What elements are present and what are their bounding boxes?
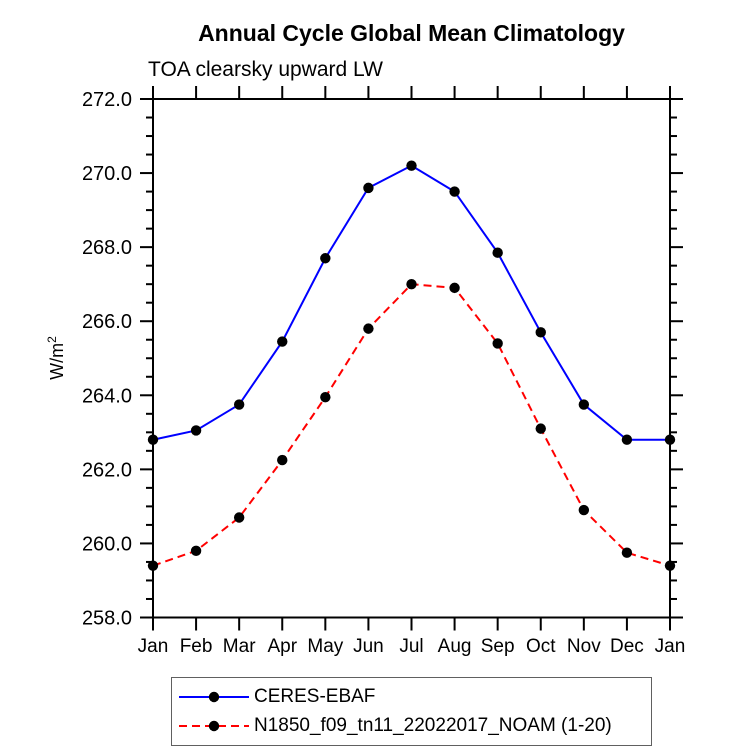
legend-line-sample-solid [179, 691, 249, 703]
svg-text:Apr: Apr [267, 636, 297, 657]
svg-text:May: May [307, 636, 343, 657]
svg-text:272.0: 272.0 [82, 89, 132, 111]
legend-line-sample-dashed [179, 720, 249, 732]
svg-text:Jul: Jul [399, 636, 423, 657]
svg-text:Jan: Jan [655, 636, 686, 657]
svg-text:Sep: Sep [481, 636, 515, 657]
svg-text:270.0: 270.0 [82, 163, 132, 185]
svg-text:Dec: Dec [610, 636, 644, 657]
legend-label: CERES-EBAF [254, 686, 376, 707]
svg-text:Jan: Jan [138, 636, 169, 657]
svg-text:258.0: 258.0 [82, 608, 132, 630]
legend-item-ceres-ebaf: CERES-EBAF [176, 686, 651, 707]
svg-text:260.0: 260.0 [82, 533, 132, 555]
legend: CERES-EBAF N1850_f09_tn11_22022017_NOAM … [171, 677, 652, 746]
svg-text:262.0: 262.0 [82, 459, 132, 481]
svg-text:Aug: Aug [438, 636, 472, 657]
svg-text:Jun: Jun [353, 636, 384, 657]
svg-text:Feb: Feb [180, 636, 213, 657]
svg-text:Nov: Nov [567, 636, 601, 657]
chart-subtitle: TOA clearsky upward LW [148, 58, 383, 81]
chart-title: Annual Cycle Global Mean Climatology [198, 20, 625, 46]
legend-item-n1850-noam: N1850_f09_tn11_22022017_NOAM (1-20) [176, 715, 651, 736]
svg-text:Mar: Mar [223, 636, 256, 657]
svg-text:Oct: Oct [526, 636, 556, 657]
svg-text:268.0: 268.0 [82, 237, 132, 259]
svg-text:266.0: 266.0 [82, 311, 132, 333]
legend-label: N1850_f09_tn11_22022017_NOAM (1-20) [254, 715, 612, 736]
svg-text:264.0: 264.0 [82, 385, 132, 407]
